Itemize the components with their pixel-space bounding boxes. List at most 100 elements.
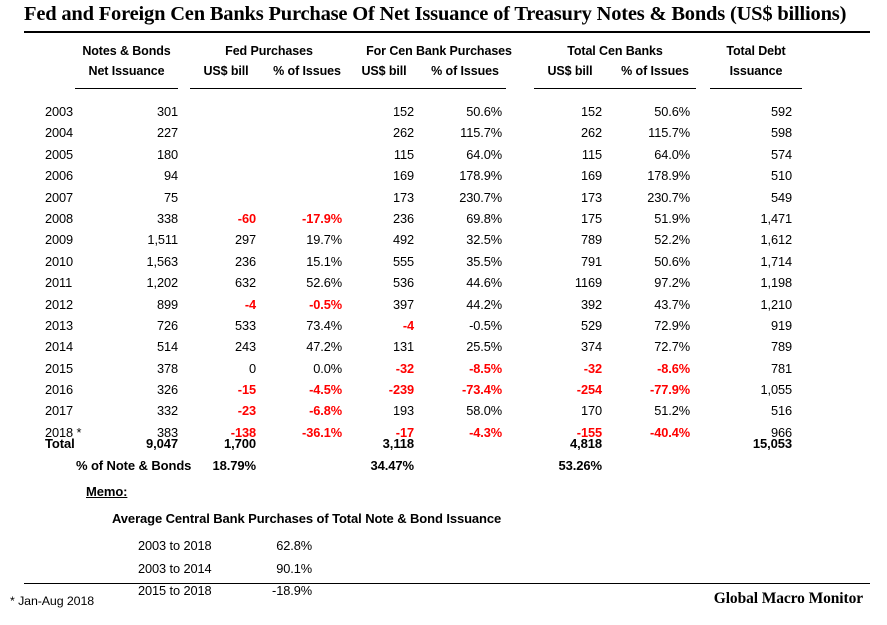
memo-title: Memo: [86, 484, 128, 499]
cell-fed-usd: 0 [248, 360, 256, 376]
cell-notes-bonds: 301 [156, 104, 178, 119]
table-body: 2003 301 152 50.6% 152 50.6% 592 2004 227 262 115.… [0, 104, 887, 446]
cell-total-debt: 549 [770, 189, 792, 205]
cell-total-pct: 52.2% [654, 232, 690, 248]
cell-fed-pct: -4.5% [309, 382, 342, 398]
table-row: 2003 301 152 50.6% 152 50.6% 592 [0, 104, 887, 125]
cell-notes-bonds: 94 [163, 168, 178, 184]
cell-total-pct: 230.7% [647, 189, 690, 205]
cell-foreign-pct: -8.5% [469, 360, 502, 376]
header-total-pct-issues: % of Issues [621, 64, 689, 78]
cell-total-usd: 170 [580, 403, 602, 419]
cell-fed-pct: 52.6% [306, 275, 342, 291]
table-row: 2010 1,563 236 15.1% 555 35.5% 791 50.6% 1,714 [0, 254, 887, 275]
memo-row-value: 62.8% [276, 538, 312, 553]
totals-central-banks: 4,818 [569, 436, 602, 451]
totals-row: Total 9,047 1,700 3,118 4,818 15,053 [0, 436, 887, 458]
memo-row-value: 90.1% [276, 560, 312, 576]
table-row: 2011 1,202 632 52.6% 536 44.6% 1169 97.2% 1,198 [0, 275, 887, 296]
cell-foreign-usd: 262 [392, 125, 414, 141]
totals-label: Total [45, 436, 75, 451]
cell-fed-pct: 15.1% [306, 253, 342, 269]
cell-year: 2009 [45, 232, 74, 248]
table-header: Notes & Bonds Net Issuance Fed Purchases… [0, 44, 887, 96]
cell-year: 2003 [45, 104, 74, 119]
cell-total-pct: 115.7% [648, 125, 690, 141]
cell-foreign-pct: 178.9% [459, 168, 502, 184]
cell-total-pct: 50.6% [654, 253, 690, 269]
pct-fed: 18.79% [212, 458, 257, 473]
cell-foreign-usd: -4 [402, 317, 414, 333]
cell-foreign-pct: 115.7% [460, 125, 502, 141]
cell-fed-pct: -0.5% [309, 296, 342, 312]
totals-section: Total 9,047 1,700 3,118 4,818 15,053 % o… [0, 436, 887, 480]
totals-fed: 1,700 [223, 436, 256, 451]
cell-year: 2017 [45, 403, 74, 419]
cell-total-usd: 262 [580, 125, 602, 141]
cell-total-pct: -8.6% [657, 360, 690, 376]
brand-label: Global Macro Monitor [713, 590, 863, 607]
header-total-usd-bill: US$ bill [547, 64, 593, 78]
cell-notes-bonds: 383 [156, 424, 178, 440]
header-net-issuance: Net Issuance [88, 64, 165, 78]
cell-foreign-usd: 193 [392, 403, 414, 419]
cell-fed-pct: 0.0% [313, 360, 342, 376]
header-underline-notes-bonds [75, 88, 178, 89]
header-fed-purchases: Fed Purchases [225, 44, 313, 58]
cell-total-usd: -254 [576, 382, 602, 398]
table-row: 2016 326 -15 -4.5% -239 -73.4% -254 -77.9% 1,055 [0, 382, 887, 403]
header-fed-pct-issues: % of Issues [273, 64, 341, 78]
header-foreign-cb: For Cen Bank Purchases [366, 44, 512, 58]
table-row: 2009 1,511 297 19.7% 492 32.5% 789 52.2% 1,612 [0, 232, 887, 253]
cell-notes-bonds: 899 [156, 296, 178, 312]
cell-total-pct: 178.9% [647, 168, 690, 184]
cell-total-debt: 1,471 [760, 210, 792, 226]
cell-total-debt: 1,210 [760, 296, 792, 312]
cell-total-pct: 72.7% [654, 339, 690, 355]
header-debt-issuance: Issuance [729, 64, 783, 78]
cell-total-usd: 173 [580, 189, 602, 205]
pct-total-cb: 53.26% [558, 458, 603, 473]
cell-notes-bonds: 180 [156, 146, 178, 162]
table-row: 2012 899 -4 -0.5% 397 44.2% 392 43.7% 1,210 [0, 297, 887, 318]
cell-year: 2016 [45, 382, 74, 398]
table-row: 2004 227 262 115.7% 262 115.7% 598 [0, 125, 887, 146]
cell-fed-usd: 632 [234, 275, 256, 291]
cell-notes-bonds: 1,563 [146, 253, 178, 269]
cell-notes-bonds: 326 [156, 382, 178, 398]
cell-foreign-usd: 536 [392, 275, 414, 291]
cell-total-debt: 592 [770, 104, 792, 119]
cell-total-usd: 169 [580, 168, 602, 184]
header-for-pct-issues: % of Issues [431, 64, 499, 78]
cell-total-usd: 175 [580, 210, 602, 226]
cell-total-debt: 1,198 [760, 275, 792, 291]
cell-fed-usd: 297 [234, 232, 256, 248]
cell-notes-bonds: 338 [156, 210, 178, 226]
cell-notes-bonds: 378 [156, 360, 178, 376]
table-row: 2005 180 115 64.0% 115 64.0% 574 [0, 147, 887, 168]
cell-foreign-pct: 50.6% [466, 104, 502, 119]
cell-total-debt: 966 [770, 424, 792, 440]
table-row: 2017 332 -23 -6.8% 193 58.0% 170 51.2% 516 [0, 403, 887, 424]
header-total-debt: Total Debt [726, 44, 786, 58]
cell-notes-bonds: 75 [163, 189, 178, 205]
cell-fed-usd: 243 [234, 339, 256, 355]
cell-year: 2014 [45, 339, 74, 355]
header-total-cen-banks: Total Cen Banks [567, 44, 663, 58]
cell-notes-bonds: 227 [156, 125, 178, 141]
cell-total-pct: 97.2% [654, 275, 690, 291]
cell-foreign-usd: 169 [392, 168, 414, 184]
cell-notes-bonds: 1,202 [146, 275, 178, 291]
cell-total-usd: -155 [576, 424, 602, 440]
cell-total-debt: 510 [770, 168, 792, 184]
header-underline-fed [190, 88, 348, 89]
cell-foreign-usd: 236 [392, 210, 414, 226]
cell-fed-pct: 73.4% [306, 317, 342, 333]
cell-foreign-usd: 173 [392, 189, 414, 205]
table-row: 2013 726 533 73.4% -4 -0.5% 529 72.9% 919 [0, 318, 887, 339]
cell-year: 2011 [45, 275, 73, 291]
header-fed-usd-bill: US$ bill [203, 64, 249, 78]
header-underline-total-cb [534, 88, 696, 89]
cell-total-pct: -77.9% [650, 382, 690, 398]
cell-foreign-pct: 58.0% [466, 403, 502, 419]
